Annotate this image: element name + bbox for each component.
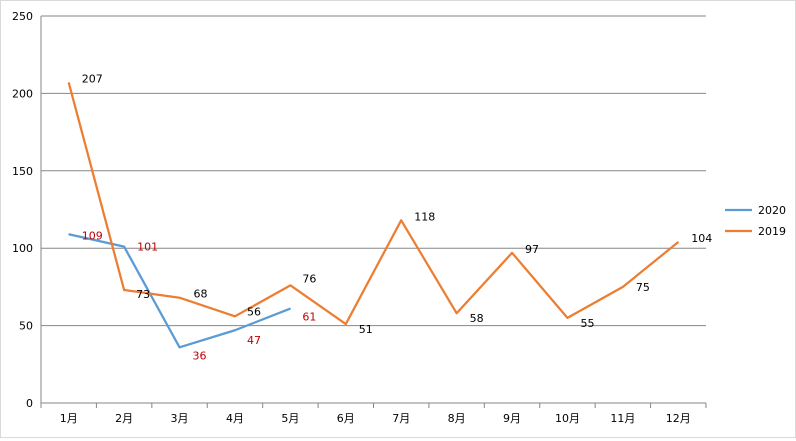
y-tick-label: 0	[26, 397, 33, 410]
data-label-2019: 104	[691, 232, 712, 245]
data-label-2020: 101	[137, 241, 158, 254]
data-point-2020	[289, 308, 291, 310]
data-point-2019	[123, 289, 125, 291]
data-label-2019: 51	[359, 323, 373, 336]
y-tick-label: 200	[12, 87, 33, 100]
data-point-2019	[566, 317, 568, 319]
data-label-2019: 56	[247, 305, 261, 318]
x-tick-label: 7月	[392, 412, 410, 425]
x-tick-label: 2月	[115, 412, 133, 425]
data-point-2019	[345, 323, 347, 325]
y-tick-label: 250	[12, 10, 33, 23]
legend: 2020 2019	[725, 204, 786, 238]
x-tick-label: 4月	[226, 412, 244, 425]
data-label-2019: 75	[636, 281, 650, 294]
data-point-2019	[289, 284, 291, 286]
data-label-2020: 47	[247, 334, 261, 347]
data-point-2020	[234, 329, 236, 331]
data-labels: 207 73 68 56 76 51 118 58 97 55 75 104 109 101 36 47 61	[82, 73, 713, 363]
y-tick-label: 150	[12, 165, 33, 178]
data-point-2020	[179, 346, 181, 348]
x-tick-label: 12月	[666, 412, 691, 425]
data-label-2019: 76	[302, 272, 316, 285]
legend-label-2019: 2019	[758, 225, 786, 238]
data-label-2019: 97	[525, 243, 539, 256]
data-point-2019	[456, 312, 458, 314]
data-label-2019: 118	[414, 210, 435, 223]
data-point-2019	[622, 286, 624, 288]
legend-label-2020: 2020	[758, 204, 786, 217]
x-tick-label: 6月	[337, 412, 355, 425]
data-point-2020	[123, 246, 125, 248]
axes: 0 50 100 150 200 250 1月 2月 3月 4月 5月 6月 7月 8月 9月 10月 11月 1…	[12, 10, 707, 425]
series-line-2020	[68, 233, 291, 349]
y-tick-label: 100	[12, 242, 33, 255]
data-label-2019: 73	[136, 288, 150, 301]
x-tick-label: 10月	[555, 412, 580, 425]
series-line-2019	[67, 82, 679, 326]
gridlines	[41, 15, 706, 327]
data-point-2019	[511, 252, 513, 254]
data-point-2019	[677, 241, 679, 243]
x-tick-label: 11月	[610, 412, 635, 425]
x-tick-label: 8月	[448, 412, 466, 425]
y-tick-label: 50	[19, 320, 33, 333]
series-lines	[67, 82, 679, 349]
data-point-2019	[179, 297, 181, 299]
data-label-2019: 68	[194, 288, 208, 301]
data-point-2019	[68, 82, 70, 84]
data-label-2020: 61	[302, 311, 316, 324]
data-point-2019	[234, 315, 236, 317]
data-point-2019	[400, 219, 402, 221]
data-label-2020: 36	[193, 349, 207, 362]
data-label-2019: 55	[580, 317, 594, 330]
data-label-2019: 207	[82, 73, 103, 86]
x-tick-label: 1月	[60, 412, 78, 425]
x-tick-label: 9月	[503, 412, 521, 425]
data-label-2019: 58	[470, 312, 484, 325]
data-point-2020	[68, 233, 70, 235]
x-tick-label: 3月	[171, 412, 189, 425]
data-label-2020: 109	[82, 229, 103, 242]
x-tick-label: 5月	[281, 412, 299, 425]
